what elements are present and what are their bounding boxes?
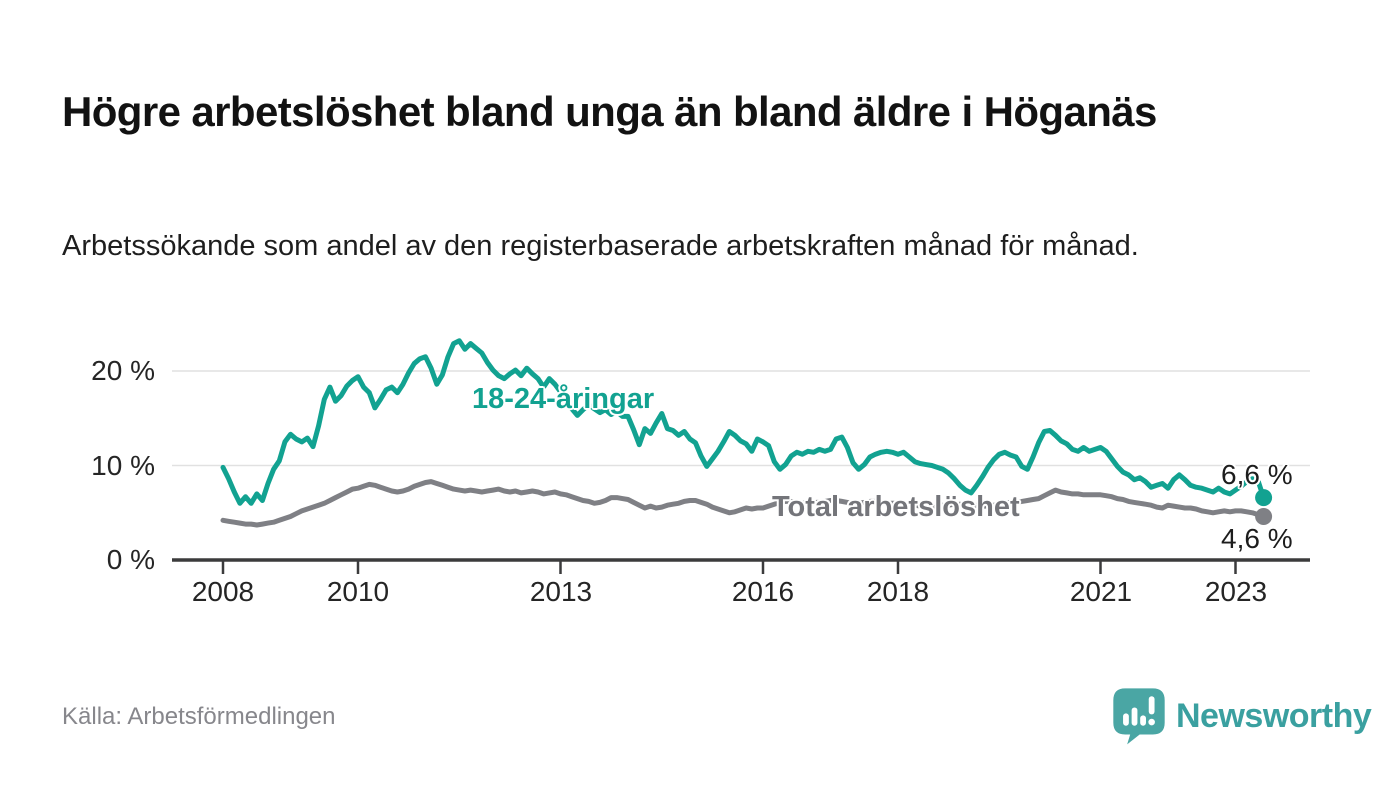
logo-bar-3 bbox=[1140, 715, 1146, 726]
logo-bar-2 bbox=[1131, 707, 1138, 726]
series-label-18-24: 18-24-åringar bbox=[472, 383, 655, 415]
x-axis-tick-label-2021: 2021 bbox=[1069, 576, 1133, 607]
speech-bubble-bar-chart-icon bbox=[1113, 688, 1165, 745]
logo-exclamation-dot bbox=[1148, 718, 1155, 726]
page-subtitle: Arbetssökande som andel av den registerb… bbox=[62, 230, 1139, 262]
y-axis-tick-label-20: 20 % bbox=[91, 355, 155, 386]
page-title: Högre arbetslöshet bland unga än bland ä… bbox=[62, 88, 1157, 136]
end-value-label-total: 4,6 % bbox=[1221, 523, 1293, 554]
y-axis-tick-label-10: 10 % bbox=[91, 450, 155, 481]
series-label-total: Total arbetslöshet bbox=[772, 491, 1020, 523]
logo-bar-1 bbox=[1123, 713, 1129, 726]
series-end-dot-1 bbox=[1255, 508, 1273, 525]
logo-exclamation-bar bbox=[1148, 696, 1155, 715]
brand-wordmark: Newsworthy bbox=[1176, 696, 1372, 735]
series-end-dot-0 bbox=[1255, 489, 1273, 507]
newsworthy-logo: Newsworthy bbox=[1112, 687, 1372, 745]
x-axis-tick-label-2018: 2018 bbox=[866, 576, 930, 607]
x-axis-tick-label-2023: 2023 bbox=[1204, 576, 1268, 607]
end-value-label-18-24: 6,6 % bbox=[1221, 459, 1293, 490]
logo-bubble-shape bbox=[1113, 688, 1165, 745]
x-axis-tick-label-2016: 2016 bbox=[731, 576, 795, 607]
series-line-1 bbox=[220, 479, 1267, 528]
source-attribution: Källa: Arbetsförmedlingen bbox=[62, 703, 336, 730]
x-axis-tick-label-2008: 2008 bbox=[191, 576, 255, 607]
series-line-0 bbox=[220, 338, 1267, 506]
x-axis-tick-label-2013: 2013 bbox=[529, 576, 593, 607]
x-axis-tick-label-2010: 2010 bbox=[326, 576, 390, 607]
y-axis-tick-label-0: 0 % bbox=[106, 544, 155, 575]
